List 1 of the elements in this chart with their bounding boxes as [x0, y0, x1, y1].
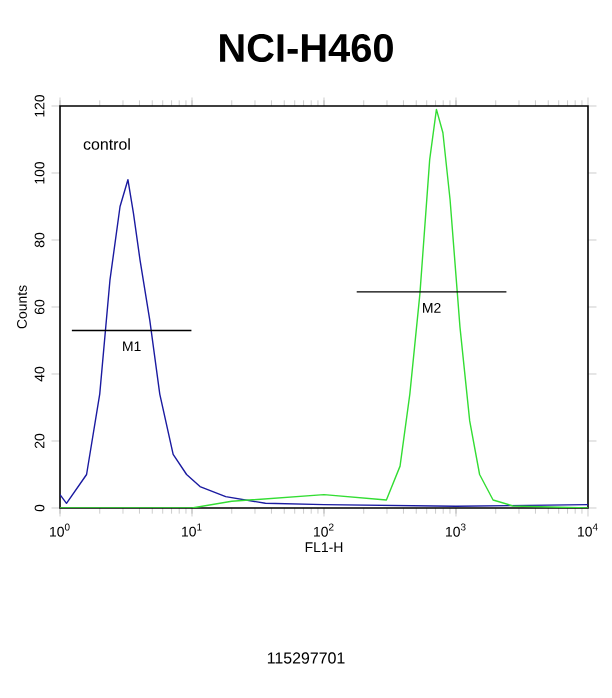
chart-title: NCI-H460 [220, 33, 393, 63]
